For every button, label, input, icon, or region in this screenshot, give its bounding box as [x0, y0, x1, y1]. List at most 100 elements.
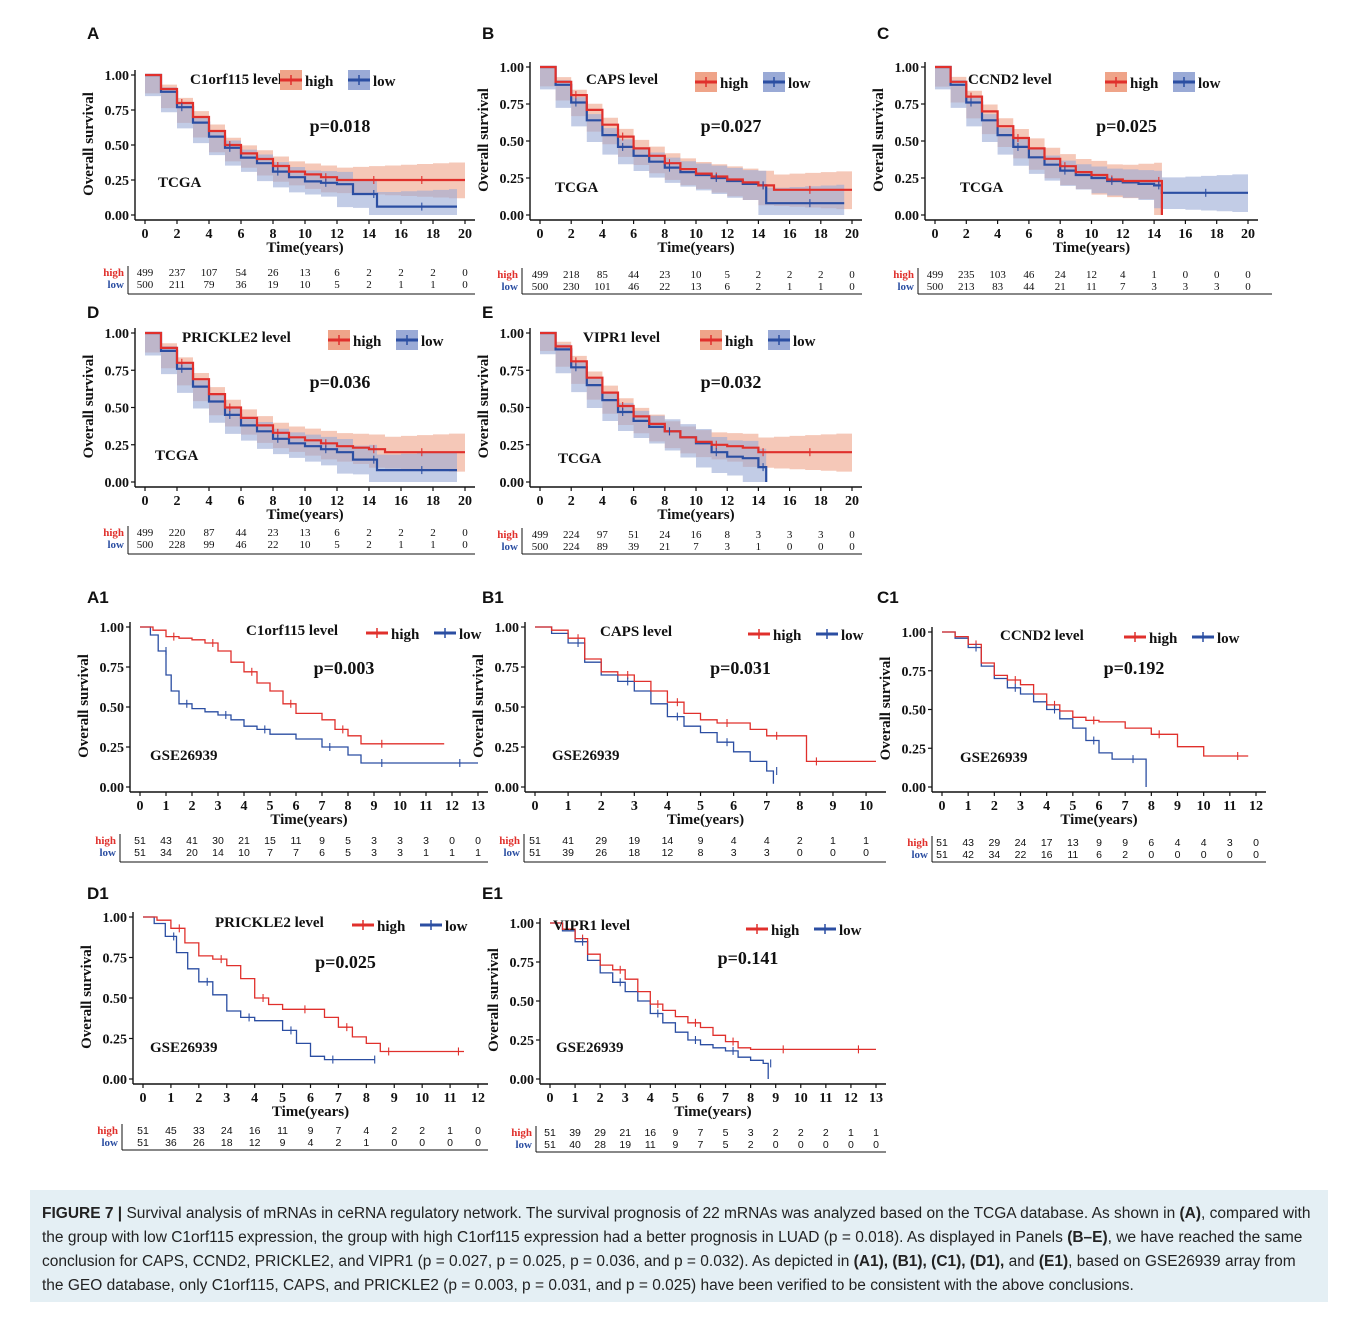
y-axis-title: Overall survival [878, 657, 894, 761]
legend-label-low: low [1217, 631, 1240, 647]
risk-count-high: 29 [988, 837, 1000, 849]
x-tick-label: 5 [672, 1091, 679, 1106]
gene-level-label: CAPS level [600, 624, 672, 640]
risk-count-low: 2 [335, 1137, 341, 1149]
risk-count-low: 7 [1120, 281, 1126, 293]
x-tick-label: 18 [426, 227, 440, 242]
risk-count-high: 17 [1041, 837, 1053, 849]
risk-count-low: 0 [1175, 849, 1181, 861]
y-tick-label: 0.25 [510, 1034, 535, 1049]
x-tick-label: 11 [1223, 799, 1236, 814]
risk-count-high: 0 [1183, 269, 1189, 281]
dataset-label: GSE26939 [552, 748, 620, 764]
panel-letter: E1 [482, 884, 503, 903]
x-tick-label: 5 [697, 799, 704, 814]
x-tick-label: 9 [772, 1091, 779, 1106]
risk-count-high: 29 [594, 1127, 606, 1139]
panel-letter: C [877, 24, 889, 43]
risk-count-high: 51 [544, 1127, 556, 1139]
caption-part: , based on GSE26939 array from the GEO d… [42, 1253, 1296, 1294]
risk-count-low: 7 [293, 847, 299, 859]
risk-count-high: 0 [449, 835, 455, 847]
x-tick-label: 2 [195, 1091, 202, 1106]
risk-count-high: 2 [398, 267, 404, 279]
panel-letter: D [87, 303, 99, 322]
y-tick-label: 0.50 [105, 139, 130, 154]
gene-level-label: PRICKLE2 level [215, 915, 324, 931]
risk-row-label-high: high [511, 1127, 532, 1139]
risk-count-high: 16 [691, 529, 703, 541]
panel-letter: C1 [877, 588, 899, 607]
risk-count-high: 85 [597, 269, 609, 281]
x-tick-label: 16 [394, 494, 408, 509]
caption-part: , compared with the group with low C1orf… [42, 1205, 1311, 1246]
y-tick-label: 0.00 [500, 209, 525, 224]
x-tick-label: 8 [1148, 799, 1155, 814]
survival-curve-high [145, 73, 465, 182]
risk-count-high: 8 [724, 529, 730, 541]
risk-count-high: 9 [672, 1127, 678, 1139]
risk-count-high: 23 [659, 269, 671, 281]
risk-count-high: 0 [1214, 269, 1220, 281]
risk-count-high: 3 [818, 529, 824, 541]
risk-count-high: 0 [1245, 269, 1251, 281]
x-tick-label: 2 [189, 799, 196, 814]
y-tick-label: 0.25 [500, 172, 525, 187]
risk-row-label-high: high [103, 267, 124, 279]
risk-count-high: 3 [423, 835, 429, 847]
risk-count-low: 1 [475, 847, 481, 859]
gene-level-label: VIPR1 level [583, 330, 660, 346]
p-value-label: p=0.018 [310, 116, 371, 136]
x-tick-label: 8 [747, 1091, 754, 1106]
risk-count-low: 39 [628, 541, 640, 553]
risk-row-label-low: low [108, 539, 125, 551]
risk-count-high: 1 [1151, 269, 1157, 281]
legend-label-high: high [305, 74, 334, 90]
survival-panel-b: B0.000.250.500.751.000 2 4 6 8 10 12 14 16 18 20Ti… [476, 24, 862, 295]
risk-count-low: 0 [787, 541, 793, 553]
survival-panel-e: E0.000.250.500.751.000 2 4 6 8 10 12 14 16 18 20Ti… [476, 303, 862, 555]
x-tick-label: 12 [471, 1091, 485, 1106]
risk-count-high: 16 [644, 1127, 656, 1139]
ci-band-high [145, 75, 465, 199]
x-tick-label: 11 [419, 799, 432, 814]
risk-count-low: 11 [1067, 849, 1078, 861]
risk-count-high: 23 [268, 527, 280, 539]
risk-count-low: 9 [672, 1139, 678, 1151]
risk-count-high: 33 [193, 1125, 205, 1137]
x-tick-label: 14 [751, 494, 765, 509]
x-tick-label: 14 [362, 494, 376, 509]
x-tick-label: 0 [939, 799, 946, 814]
risk-count-high: 7 [698, 1127, 704, 1139]
x-tick-label: 0 [547, 1091, 554, 1106]
dataset-label: TCGA [555, 180, 599, 196]
risk-count-high: 3 [748, 1127, 754, 1139]
risk-count-high: 46 [1023, 269, 1035, 281]
x-tick-label: 0 [142, 494, 149, 509]
caption-part: and [1004, 1253, 1039, 1270]
gene-level-label: C1orf115 level [190, 72, 282, 88]
x-tick-label: 11 [819, 1091, 832, 1106]
risk-count-high: 2 [430, 527, 436, 539]
x-tick-label: 20 [845, 227, 859, 242]
p-value-label: p=0.141 [718, 948, 779, 968]
risk-count-high: 51 [134, 835, 146, 847]
x-tick-label: 0 [137, 799, 144, 814]
x-axis-title: Time(years) [272, 1104, 349, 1120]
risk-count-low: 51 [529, 847, 541, 859]
risk-count-low: 46 [628, 281, 640, 293]
y-tick-label: 0.25 [495, 741, 520, 756]
risk-count-low: 51 [544, 1139, 556, 1151]
risk-count-low: 228 [169, 539, 186, 551]
risk-count-low: 40 [569, 1139, 581, 1151]
x-tick-label: 2 [963, 227, 970, 242]
panel-letter: B [482, 24, 494, 43]
risk-count-high: 0 [849, 529, 855, 541]
risk-count-low: 3 [397, 847, 403, 859]
risk-count-high: 24 [659, 529, 671, 541]
x-tick-label: 8 [661, 227, 668, 242]
risk-count-low: 36 [236, 279, 248, 291]
x-tick-label: 4 [206, 494, 213, 509]
risk-count-low: 28 [594, 1139, 606, 1151]
p-value-label: p=0.192 [1104, 658, 1165, 678]
